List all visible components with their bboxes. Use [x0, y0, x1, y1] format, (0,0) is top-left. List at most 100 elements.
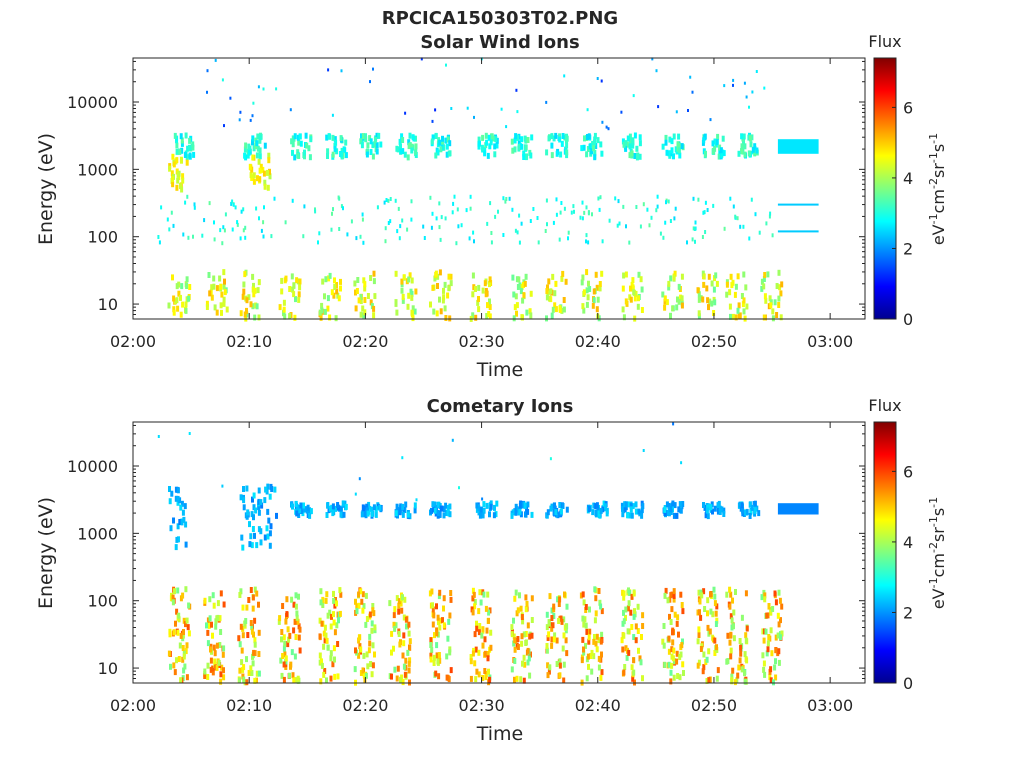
- heatmap-cell: [546, 222, 548, 227]
- heatmap-cell: [564, 637, 568, 644]
- heatmap-cell: [469, 206, 472, 211]
- heatmap-cell: [323, 308, 327, 315]
- heatmap-cell: [471, 312, 475, 319]
- heatmap-cell: [706, 208, 709, 212]
- heatmap-cell: [475, 502, 479, 509]
- heatmap-cell: [592, 638, 596, 645]
- heatmap-cell: [520, 221, 523, 226]
- heatmap-cell: [764, 628, 768, 635]
- heatmap-cell: [431, 284, 435, 291]
- heatmap-cell: [253, 641, 257, 648]
- x-tick-label: 03:00: [807, 696, 853, 715]
- heatmap-cell: [629, 609, 633, 616]
- heatmap-cell: [715, 280, 719, 287]
- heatmap-cell: [720, 506, 724, 513]
- heatmap-cell: [511, 207, 514, 212]
- heatmap-cell: [672, 674, 676, 681]
- heatmap-cell: [704, 150, 707, 157]
- heatmap-cell: [677, 147, 681, 154]
- heatmap-cell: [475, 668, 479, 675]
- heatmap-cell: [512, 633, 516, 640]
- heatmap-cell: [545, 647, 549, 654]
- heatmap-cell: [394, 198, 397, 203]
- heatmap-cell: [620, 502, 624, 509]
- heatmap-cell: [281, 653, 285, 659]
- heatmap-cell: [339, 591, 343, 598]
- heatmap-cell: [753, 150, 757, 157]
- heatmap-cell: [241, 604, 245, 611]
- heatmap-cell: [441, 135, 444, 142]
- heatmap-cell: [701, 668, 705, 675]
- heatmap-cell: [220, 664, 224, 671]
- heatmap-cell: [667, 280, 671, 287]
- heatmap-cell: [488, 281, 491, 288]
- heatmap-cell: [219, 671, 223, 678]
- heatmap-cell: [160, 205, 163, 210]
- heatmap-cell: [365, 151, 369, 158]
- colorbar-tick-label: 6: [903, 98, 913, 117]
- heatmap-cell: [655, 69, 658, 73]
- heatmap-cell: [750, 197, 753, 202]
- heatmap-cell: [302, 502, 305, 509]
- heatmap-cell: [596, 296, 600, 303]
- heatmap-cell: [513, 137, 517, 144]
- heatmap-cell: [638, 153, 642, 160]
- heatmap-cell: [324, 632, 328, 639]
- heatmap-cell: [247, 294, 251, 301]
- heatmap-cell: [436, 273, 440, 280]
- heatmap-cell: [370, 671, 374, 678]
- heatmap-cell: [739, 650, 743, 657]
- heatmap-cell: [439, 237, 442, 242]
- heatmap-cell: [180, 500, 184, 507]
- heatmap-cell: [337, 295, 341, 302]
- heatmap-cell: [210, 294, 214, 301]
- heatmap-cell: [157, 235, 160, 239]
- x-tick-label: 02:00: [110, 696, 156, 715]
- heatmap-cell: [429, 652, 433, 659]
- heatmap-cell: [395, 145, 399, 152]
- heatmap-cell: [587, 663, 590, 670]
- heatmap-cell: [292, 291, 296, 298]
- heatmap-cell: [622, 594, 626, 601]
- heatmap-cell: [484, 605, 488, 612]
- heatmap-cell: [477, 509, 481, 516]
- heatmap-cell: [582, 289, 586, 296]
- heatmap-cell: [328, 314, 332, 321]
- heatmap-cell: [677, 283, 681, 290]
- heatmap-cell: [401, 652, 405, 659]
- heatmap-cell: [626, 512, 630, 519]
- heatmap-cell: [219, 302, 223, 309]
- heatmap-cell: [581, 216, 584, 221]
- heatmap-cell: [559, 210, 562, 215]
- heatmap-cell: [650, 215, 653, 220]
- heatmap-cell: [251, 496, 254, 503]
- heatmap-cell: [520, 143, 524, 150]
- heatmap-cell: [285, 611, 289, 618]
- heatmap-cell: [250, 624, 254, 631]
- heatmap-cell: [729, 653, 733, 660]
- heatmap-cell: [514, 228, 517, 233]
- heatmap-cell: [266, 508, 270, 515]
- heatmap-cell: [326, 148, 330, 155]
- heatmap-cell: [215, 309, 219, 316]
- heatmap-cell: [773, 664, 777, 671]
- x-tick-label: 03:00: [807, 332, 853, 351]
- heatmap-cell: [255, 206, 258, 211]
- heatmap-cell: [632, 657, 636, 664]
- heatmap-cell: [667, 506, 671, 513]
- heatmap-cell: [308, 154, 312, 161]
- heatmap-cell: [731, 313, 735, 320]
- heatmap-cell: [252, 172, 256, 179]
- heatmap-cell: [706, 624, 710, 631]
- heatmap-cell: [401, 293, 405, 300]
- heatmap-cell: [284, 220, 287, 225]
- heatmap-cell: [439, 146, 443, 153]
- heatmap-cell: [281, 603, 285, 609]
- heatmap-cell: [443, 305, 447, 312]
- heatmap-cell: [626, 501, 630, 508]
- heatmap-cell: [626, 605, 630, 612]
- heatmap-cell: [777, 589, 781, 596]
- heatmap-cell: [302, 506, 306, 513]
- heatmap-cell: [529, 219, 532, 223]
- heatmap-cell: [188, 284, 192, 290]
